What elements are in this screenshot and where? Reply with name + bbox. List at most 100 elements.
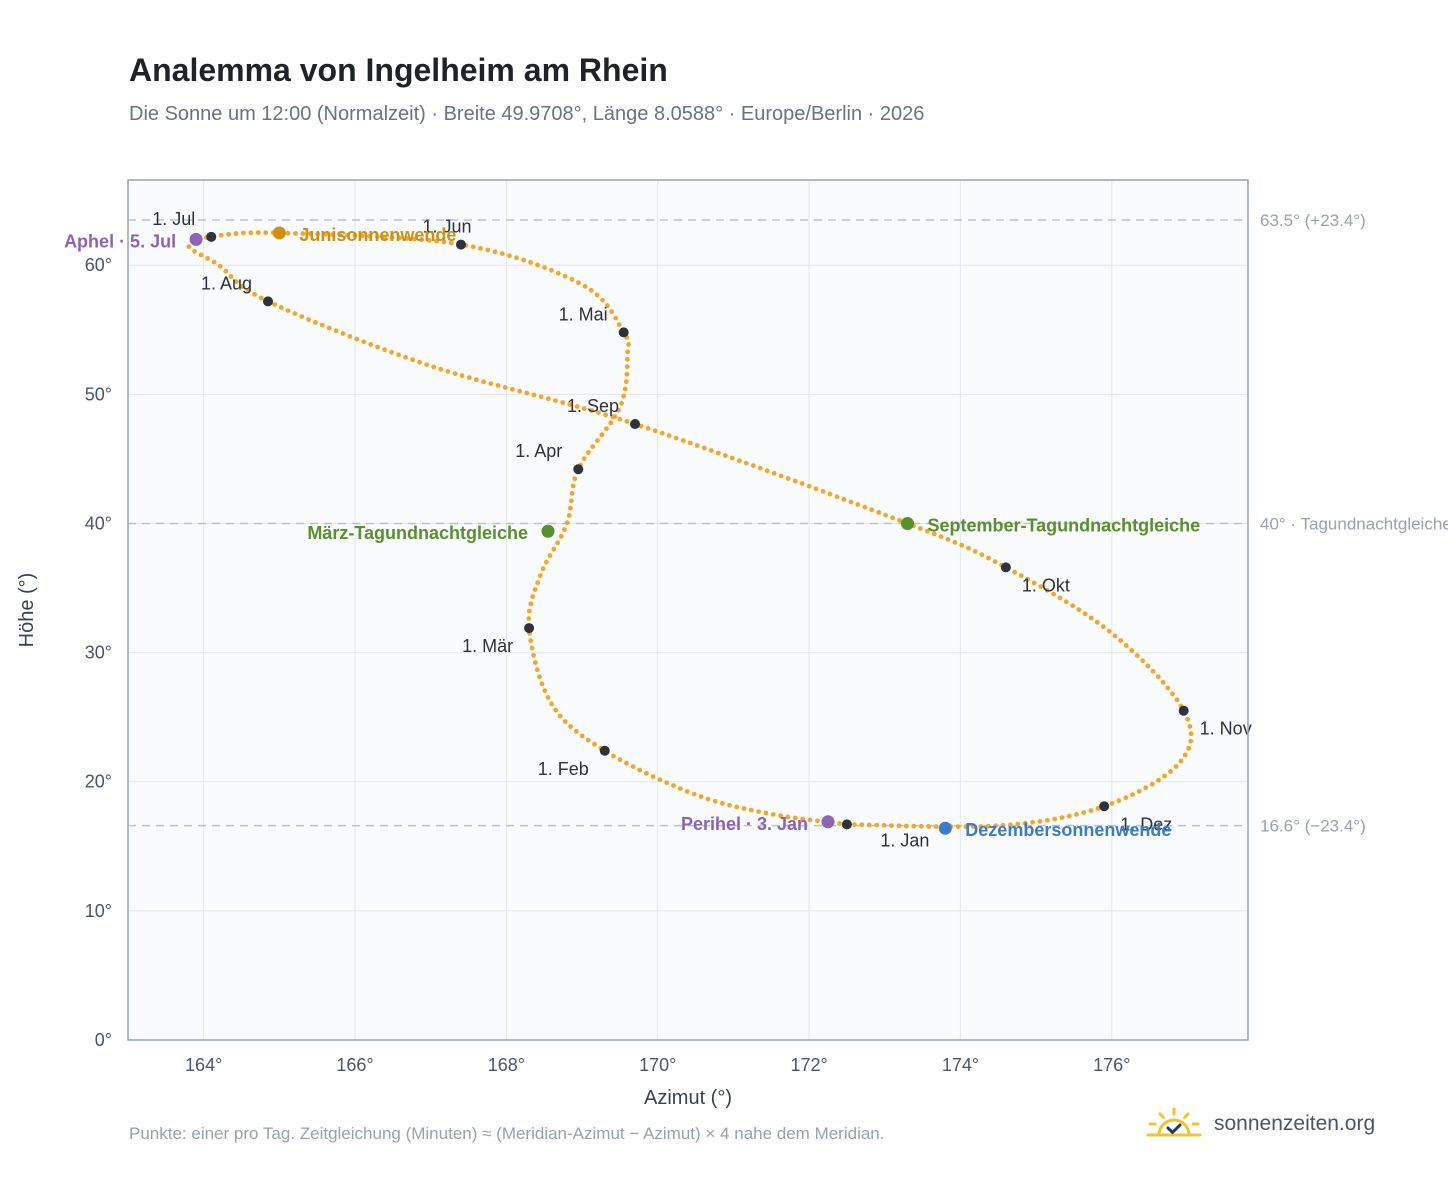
day-point	[558, 533, 564, 539]
day-point	[545, 695, 551, 700]
day-point	[1186, 745, 1192, 751]
day-point	[664, 780, 670, 786]
day-point	[619, 400, 624, 406]
day-point	[514, 255, 519, 261]
day-point	[326, 325, 332, 331]
day-point	[1052, 816, 1058, 822]
day-point	[524, 390, 530, 396]
day-point	[1136, 788, 1142, 794]
day-point	[542, 265, 547, 270]
month-label: 1. Jul	[152, 209, 195, 229]
y-axis-ticks: 0° 10° 20° 30° 40° 50° 60°	[85, 255, 112, 1050]
day-point	[625, 349, 631, 355]
day-point	[470, 244, 476, 250]
day-point	[562, 527, 567, 532]
day-point	[532, 660, 538, 665]
month-point	[618, 327, 629, 338]
day-point	[239, 283, 245, 289]
day-point	[375, 344, 380, 350]
day-point	[992, 559, 998, 564]
day-point	[684, 789, 690, 794]
day-point	[827, 491, 833, 497]
day-point	[589, 408, 594, 413]
day-point	[1066, 813, 1072, 819]
day-point	[233, 231, 239, 236]
event-label: Junisonnenwende	[299, 225, 456, 245]
day-point	[499, 251, 505, 257]
day-point	[285, 308, 291, 313]
day-point	[1123, 795, 1129, 801]
day-point	[1129, 648, 1135, 653]
day-point	[1112, 633, 1118, 639]
y-tick-label: 40°	[85, 513, 112, 533]
day-point	[211, 259, 217, 265]
day-point	[258, 295, 264, 301]
reference-label: 63.5° (+23.4°)	[1260, 211, 1366, 230]
day-point	[624, 760, 629, 766]
day-point	[1057, 595, 1063, 601]
day-point	[1134, 653, 1140, 658]
day-point	[562, 719, 568, 724]
day-point	[569, 277, 575, 282]
day-point	[734, 804, 740, 810]
day-point	[712, 798, 718, 804]
day-point	[581, 456, 587, 462]
day-point	[926, 824, 932, 829]
day-point	[560, 400, 566, 405]
day-point	[671, 783, 676, 788]
day-point	[616, 322, 622, 327]
day-point	[792, 815, 798, 821]
event-label: Dezembersonnenwende	[965, 820, 1171, 840]
day-point	[1140, 658, 1146, 664]
day-point	[694, 443, 700, 448]
day-point	[546, 396, 551, 402]
day-point	[478, 246, 483, 251]
day-point	[529, 645, 535, 651]
day-point	[411, 236, 417, 242]
day-point	[488, 381, 494, 386]
month-point	[524, 623, 535, 634]
x-axis-title: Azimut (°)	[644, 1087, 732, 1109]
day-point	[537, 674, 542, 680]
brand[interactable]: sonnenzeiten.org	[1146, 1104, 1375, 1144]
day-point	[859, 822, 865, 828]
day-point	[626, 342, 631, 347]
day-point	[852, 822, 857, 827]
day-point	[659, 430, 665, 436]
day-point	[576, 280, 581, 286]
month-label: 1. Nov	[1200, 719, 1252, 739]
day-point	[528, 601, 534, 607]
day-point	[630, 764, 636, 769]
day-point	[698, 794, 704, 800]
day-point	[568, 724, 573, 729]
day-point	[729, 455, 735, 461]
day-point	[299, 314, 305, 319]
day-point	[956, 824, 961, 830]
day-point	[1018, 573, 1024, 579]
day-point	[1015, 821, 1021, 827]
event-label: September-Tagundnachtgleiche	[927, 515, 1200, 535]
day-point	[306, 317, 311, 322]
day-point	[600, 297, 605, 303]
day-point	[979, 552, 985, 558]
day-point	[562, 273, 568, 279]
month-point	[206, 231, 217, 242]
day-point	[530, 594, 536, 599]
day-point	[223, 268, 229, 274]
day-point	[586, 450, 591, 455]
day-point	[198, 252, 204, 258]
day-point	[592, 741, 597, 747]
x-tick-label: 166°	[336, 1055, 373, 1075]
event-markers: Junisonnenwende März-Tagundnachtgleiche Se…	[64, 225, 1200, 840]
day-point	[396, 352, 401, 358]
day-point	[1088, 808, 1094, 813]
day-point	[245, 288, 251, 293]
day-point	[945, 537, 951, 542]
day-point	[205, 256, 211, 261]
day-point	[691, 791, 697, 797]
event-label: Aphel · 5. Jul	[64, 231, 176, 251]
day-point	[319, 322, 325, 328]
day-point	[1123, 643, 1129, 648]
day-point	[573, 729, 579, 734]
day-point	[645, 426, 651, 431]
